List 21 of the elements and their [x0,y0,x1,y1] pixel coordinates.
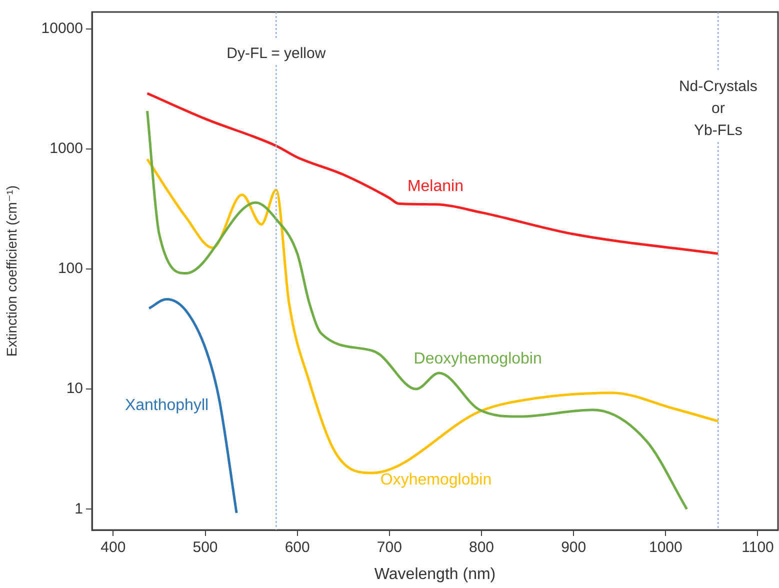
x-tick-label: 700 [376,539,402,556]
y-tick-label: 100 [58,260,83,278]
y-tick-label: 10 [66,380,83,398]
x-tick-label: 1100 [742,539,774,556]
x-tick-label: 600 [284,539,310,556]
y-axis-title: Extinction coefficient (cm⁻¹) [3,185,20,357]
ref-line-label: Dy-FL = yellow [226,45,326,62]
x-tick-label: 900 [561,539,586,556]
x-axis-title: Wavelength (nm) [374,566,496,583]
series-label: Oxyhemoglobin [380,471,492,488]
y-tick-label: 1000 [50,140,83,158]
series-label: Deoxyhemoglobin [414,350,542,368]
series-label: Xanthophyll [124,397,209,414]
x-tick-label: 400 [100,539,126,556]
ref-line-label: Nd-Crystals or Yb-FLs [678,78,758,140]
x-tick-label: 800 [468,539,494,556]
y-tick-label: 10000 [41,20,83,37]
y-tick-label: 1 [74,500,83,518]
series-label: Melanin [407,178,464,195]
x-tick-label: 1000 [648,539,682,556]
x-tick-label: 500 [192,539,218,556]
